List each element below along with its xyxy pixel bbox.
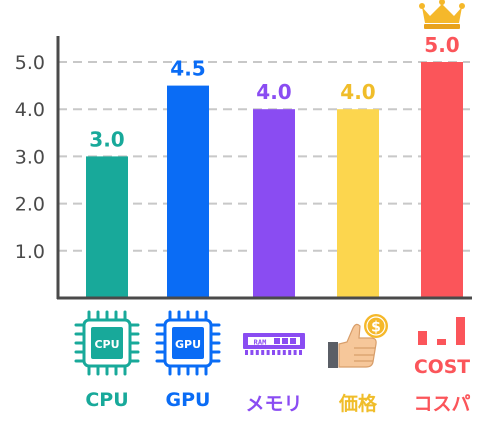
gpu-chip-icon: GPU xyxy=(155,310,221,376)
value-label: 3.0 xyxy=(89,127,124,151)
svg-text:COST: COST xyxy=(414,356,470,378)
bar-1 xyxy=(167,85,209,297)
crown-icon xyxy=(419,0,465,29)
cpu-chip-icon: CPU xyxy=(74,310,140,376)
x-tick-label: コスパ xyxy=(413,393,471,415)
value-label: 5.0 xyxy=(424,33,459,57)
value-label: 4.5 xyxy=(170,57,205,81)
y-tick-label: 4.0 xyxy=(15,99,45,121)
bar-2 xyxy=(253,109,295,297)
thumbs-up-coin-icon: $ xyxy=(328,314,388,368)
x-tick-label: 価格 xyxy=(338,393,377,415)
x-tick-label: メモリ xyxy=(245,393,303,415)
svg-text:RAM: RAM xyxy=(254,339,267,347)
y-tick-label: 1.0 xyxy=(15,241,45,263)
bar-3 xyxy=(337,109,379,297)
x-tick-label: GPU xyxy=(165,389,211,411)
svg-text:CPU: CPU xyxy=(94,338,119,351)
value-label: 4.0 xyxy=(340,80,375,104)
y-tick-label: 3.0 xyxy=(15,146,45,168)
y-tick-label: 5.0 xyxy=(15,52,45,74)
ram-module-icon: RAM xyxy=(243,333,305,355)
x-tick-label: CPU xyxy=(85,389,129,411)
bar-4 xyxy=(421,62,463,297)
gridlines: 1.0 2.0 3.0 4.0 5.0 xyxy=(15,52,470,263)
value-label: 4.0 xyxy=(256,80,291,104)
cost-chart-icon: COST xyxy=(414,317,470,378)
svg-text:GPU: GPU xyxy=(175,338,201,351)
y-tick-label: 2.0 xyxy=(15,194,45,216)
svg-text:$: $ xyxy=(371,320,381,336)
bar-0 xyxy=(86,156,128,297)
